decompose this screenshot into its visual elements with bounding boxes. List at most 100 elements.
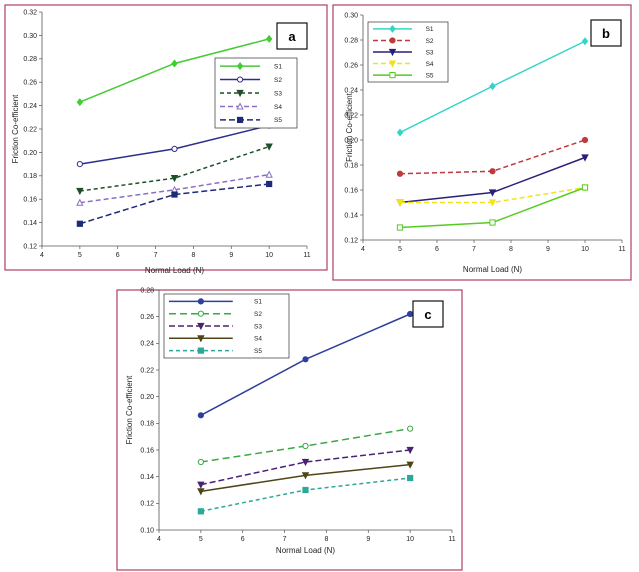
legend-marker	[197, 298, 204, 305]
legend-marker	[197, 322, 205, 331]
series-S1	[396, 37, 589, 137]
x-tick-label: 8	[191, 252, 195, 259]
x-tick-label: 6	[116, 252, 120, 259]
data-point	[197, 412, 204, 419]
x-tick-label: 8	[509, 246, 513, 253]
y-tick-label: 0.14	[23, 220, 37, 227]
data-point	[302, 356, 309, 363]
legend-label: S4	[274, 104, 282, 111]
x-tick-label: 10	[265, 252, 273, 259]
panel-label: c	[424, 307, 431, 322]
y-tick-label: 0.18	[23, 173, 37, 180]
panel-label-box	[590, 19, 622, 47]
y-tick-label: 0.18	[344, 162, 358, 169]
legend-marker	[236, 102, 244, 110]
data-point	[301, 458, 310, 467]
data-point	[581, 184, 589, 191]
x-tick-label: 5	[398, 246, 402, 253]
x-tick-label: 6	[435, 246, 439, 253]
data-point	[302, 486, 309, 494]
x-tick-label: 6	[241, 536, 245, 543]
y-tick-label: 0.24	[23, 103, 37, 110]
x-tick-label: 7	[283, 536, 287, 543]
legend-marker	[388, 60, 397, 68]
x-tick-label: 11	[448, 536, 455, 543]
legend-marker	[389, 37, 396, 44]
data-point	[171, 59, 178, 68]
data-point	[170, 175, 179, 183]
data-point	[302, 442, 309, 450]
legend-marker	[236, 116, 244, 124]
series-S2	[197, 425, 414, 466]
x-tick-label: 10	[581, 246, 589, 253]
data-point	[406, 461, 414, 469]
y-tick-label: 0.26	[23, 80, 37, 87]
panel-frame	[332, 4, 632, 281]
data-point	[197, 508, 204, 515]
y-tick-label: 0.10	[140, 527, 154, 534]
x-tick-label: 7	[154, 252, 158, 259]
y-tick-label: 0.22	[23, 126, 37, 133]
data-point	[489, 219, 496, 226]
legend-marker	[197, 335, 205, 343]
y-tick-label: 0.20	[23, 150, 37, 157]
data-point	[489, 82, 496, 91]
y-tick-label: 0.24	[344, 87, 358, 94]
data-point	[171, 145, 178, 152]
y-axis-label: Friction Co-efficient	[345, 92, 354, 162]
y-tick-label: 0.32	[23, 9, 37, 16]
x-axis-label: Normal Load (N)	[463, 265, 522, 274]
series-S2	[76, 122, 273, 168]
data-point	[76, 220, 83, 227]
data-point	[396, 128, 404, 137]
legend-label: S3	[254, 323, 262, 330]
data-point	[301, 472, 310, 480]
data-point	[407, 425, 414, 432]
panel-frame	[116, 289, 463, 571]
legend: S1 S2 S3 S4 S5	[214, 57, 298, 129]
data-point	[489, 168, 496, 175]
data-point	[407, 474, 414, 482]
data-point	[197, 481, 205, 489]
legend-label: S2	[426, 38, 434, 45]
data-point	[197, 458, 204, 466]
y-tick-label: 0.14	[344, 212, 358, 219]
data-point	[171, 191, 178, 198]
y-tick-label: 0.16	[140, 447, 154, 454]
legend: S1 S2 S3 S4 S5	[163, 293, 290, 359]
y-tick-label: 0.28	[23, 56, 37, 63]
series-line	[200, 477, 411, 513]
legend-label: S3	[426, 49, 434, 56]
series-line	[79, 124, 270, 165]
x-tick-label: 8	[324, 536, 328, 543]
series-S3	[76, 143, 273, 196]
data-point	[76, 161, 83, 168]
legend-label: S2	[274, 77, 282, 84]
data-point	[396, 199, 404, 207]
data-point	[76, 198, 84, 206]
series-S1	[76, 34, 273, 107]
y-tick-label: 0.16	[23, 197, 37, 204]
y-tick-label: 0.18	[140, 421, 154, 428]
legend-marker	[389, 24, 396, 33]
y-tick-label: 0.16	[344, 187, 358, 194]
panel-label: a	[288, 29, 296, 44]
data-point	[76, 98, 84, 107]
y-tick-label: 0.28	[344, 37, 358, 44]
y-tick-label: 0.30	[23, 33, 37, 40]
data-point	[581, 37, 589, 46]
x-tick-label: 10	[406, 536, 414, 543]
legend-label: S3	[274, 90, 282, 97]
y-tick-label: 0.12	[344, 237, 358, 244]
x-tick-label: 9	[229, 252, 233, 259]
y-tick-label: 0.22	[344, 112, 358, 119]
panel-label-box	[412, 300, 444, 328]
chart-panel-c: 4 5 6 7 8 9 10 11 0.10 0.12 0.14 0.16 0.18 0.20 0.22 0.…	[116, 287, 463, 571]
series-S5	[396, 184, 589, 231]
x-tick-label: 7	[472, 246, 476, 253]
series-S4	[197, 461, 414, 496]
data-point	[581, 154, 589, 162]
x-tick-label: 11	[618, 246, 625, 253]
chart-panel-b: 4 5 6 7 8 9 10 11 0.12 0.14 0.16 0.18 0.20 0.22 0.24 0.…	[332, 4, 632, 281]
